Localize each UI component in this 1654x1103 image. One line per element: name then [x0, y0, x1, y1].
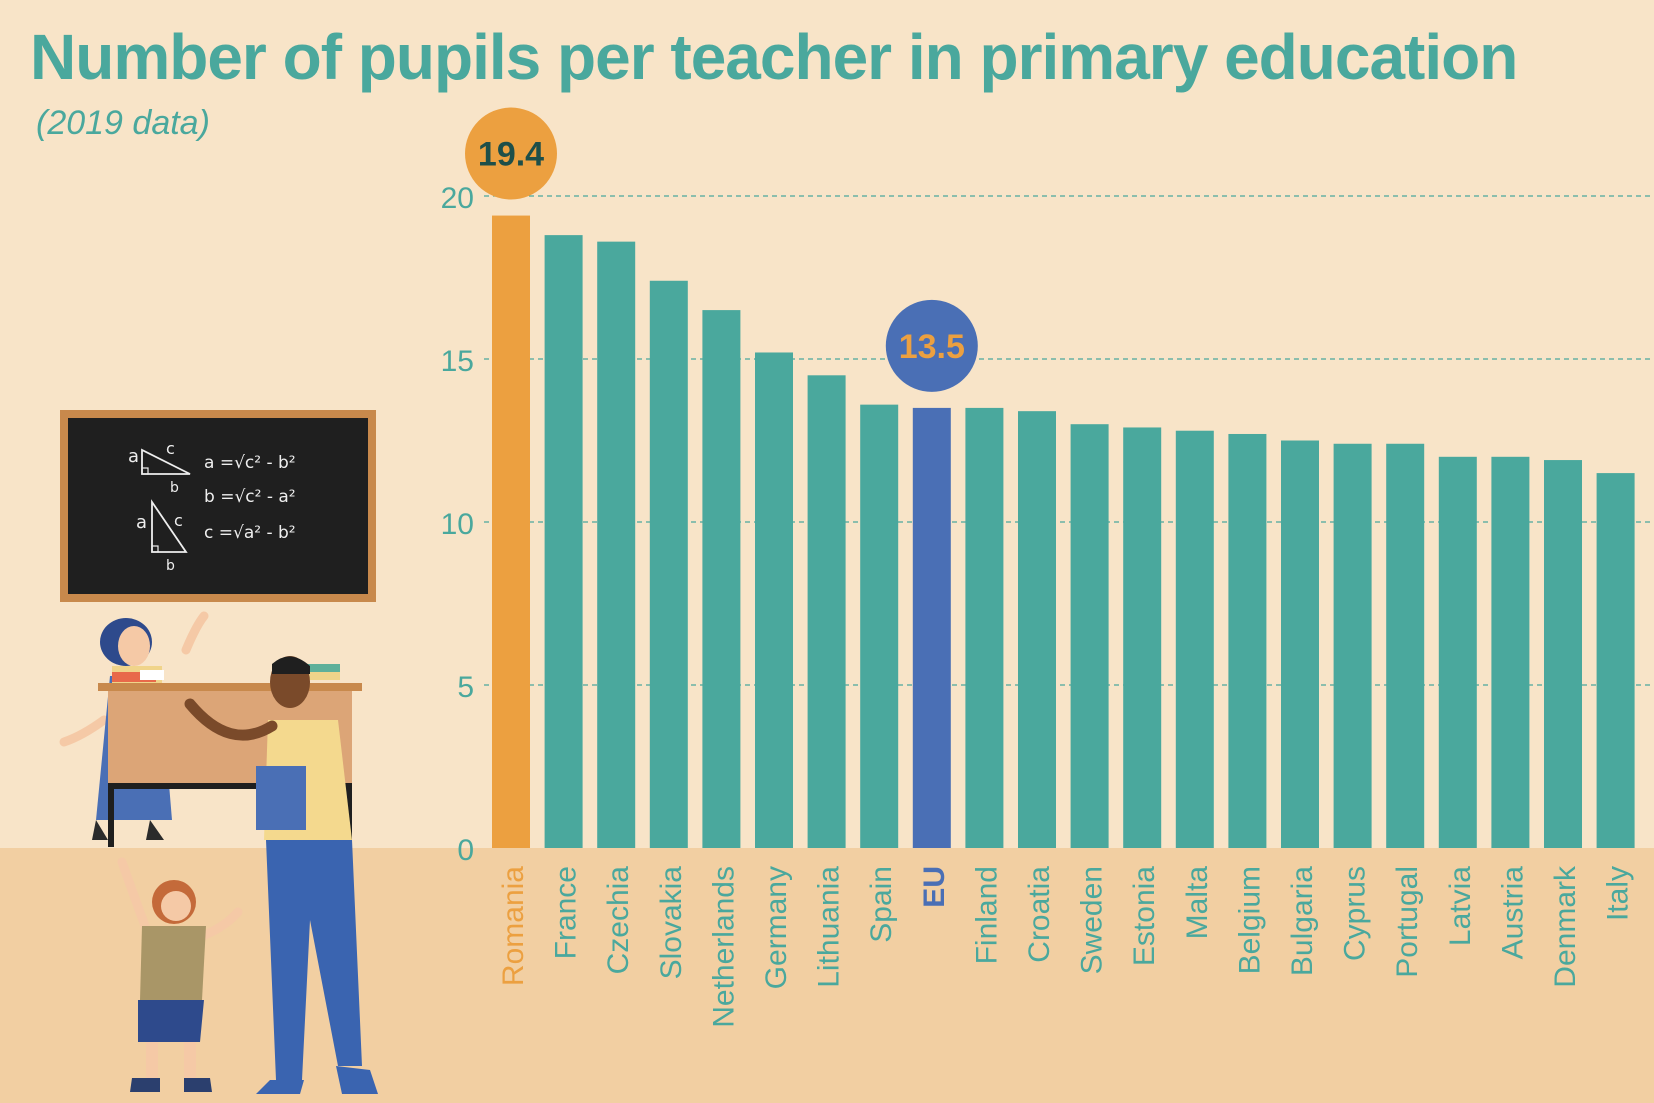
x-tick-label: Netherlands [707, 866, 740, 1028]
bar-portugal [1386, 443, 1425, 848]
bar-netherlands [702, 310, 741, 849]
formula-a: a =√c² - b² [204, 453, 296, 473]
classroom-illustration: a c b a c b a =√c² - b² b =√c² - a² c =√… [59, 410, 378, 1094]
x-tick-label: Estonia [1128, 866, 1161, 966]
bar-cyprus [1333, 443, 1372, 848]
x-tick-label: Denmark [1549, 865, 1582, 988]
bar-germany [755, 352, 793, 848]
x-tick-label: Belgium [1233, 866, 1266, 974]
y-tick-label: 0 [457, 834, 474, 867]
tri1-a: a [128, 446, 139, 467]
x-tick-label: Germany [760, 866, 793, 989]
value-label: 13.5 [899, 328, 965, 366]
bar-austria [1491, 456, 1530, 848]
x-axis-labels: Romania France Czechia Slovakia Netherlands G… [497, 865, 1635, 1028]
value-callouts: 19.4 13.5 [465, 107, 978, 392]
bar-lithuania [807, 375, 846, 848]
x-tick-label: Slovakia [655, 866, 688, 980]
y-tick-label: 15 [441, 345, 474, 378]
boy-figure [117, 857, 243, 1092]
chart-title: Number of pupils per teacher in primary … [30, 21, 1518, 93]
formula-c: c =√a² - b² [204, 523, 296, 543]
x-tick-label: Czechia [602, 866, 635, 975]
bar-sweden [1070, 424, 1109, 848]
bar-slovakia [649, 280, 688, 848]
x-tick-label: Cyprus [1339, 866, 1372, 961]
value-bubble [465, 107, 557, 200]
bar-latvia [1438, 456, 1477, 848]
x-tick-label: EU [918, 866, 951, 908]
bar-france [544, 235, 583, 848]
value-bubble [885, 299, 978, 392]
x-tick-label: Austria [1496, 866, 1529, 960]
tri2-c: c [174, 511, 183, 530]
value-label: 19.4 [478, 136, 544, 174]
bar-romania [492, 215, 530, 848]
bar-finland [965, 407, 1004, 848]
bar-croatia [1018, 411, 1056, 848]
tri1-b: b [170, 480, 179, 496]
bar-malta [1175, 430, 1214, 848]
tri1-c: c [166, 439, 175, 458]
x-tick-label: Sweden [1076, 866, 1109, 974]
x-tick-label: Lithuania [813, 866, 846, 988]
formula-b: b =√c² - a² [204, 487, 296, 507]
bars [492, 215, 1635, 849]
bar-estonia [1123, 427, 1162, 848]
x-tick-label: Bulgaria [1286, 866, 1319, 976]
x-tick-label: Malta [1181, 866, 1214, 940]
bar-spain [860, 404, 899, 848]
x-tick-label: Finland [970, 866, 1003, 964]
bar-bulgaria [1281, 440, 1319, 848]
x-tick-label: Portugal [1391, 866, 1424, 978]
y-tick-label: 5 [457, 671, 474, 704]
chart-subtitle: (2019 data) [36, 104, 210, 142]
x-tick-label: Croatia [1023, 866, 1056, 963]
x-tick-label: France [550, 866, 583, 959]
y-axis: 0 5 10 15 20 [441, 182, 474, 867]
bar-eu [912, 407, 951, 848]
y-tick-label: 20 [441, 182, 474, 215]
x-tick-label: Spain [865, 866, 898, 943]
tri2-b: b [166, 558, 175, 574]
bar-denmark [1544, 460, 1582, 848]
bar-czechia [597, 241, 636, 848]
x-tick-label: Italy [1602, 866, 1635, 921]
blackboard: a c b a c b a =√c² - b² b =√c² - a² c =√… [60, 410, 376, 602]
bar-belgium [1228, 433, 1267, 848]
bar-italy [1596, 473, 1635, 848]
x-tick-label: Latvia [1444, 866, 1477, 946]
tri2-a: a [136, 512, 147, 533]
x-tick-label: Romania [497, 866, 530, 986]
teacher-figure [184, 656, 378, 1094]
y-tick-label: 10 [441, 508, 474, 541]
